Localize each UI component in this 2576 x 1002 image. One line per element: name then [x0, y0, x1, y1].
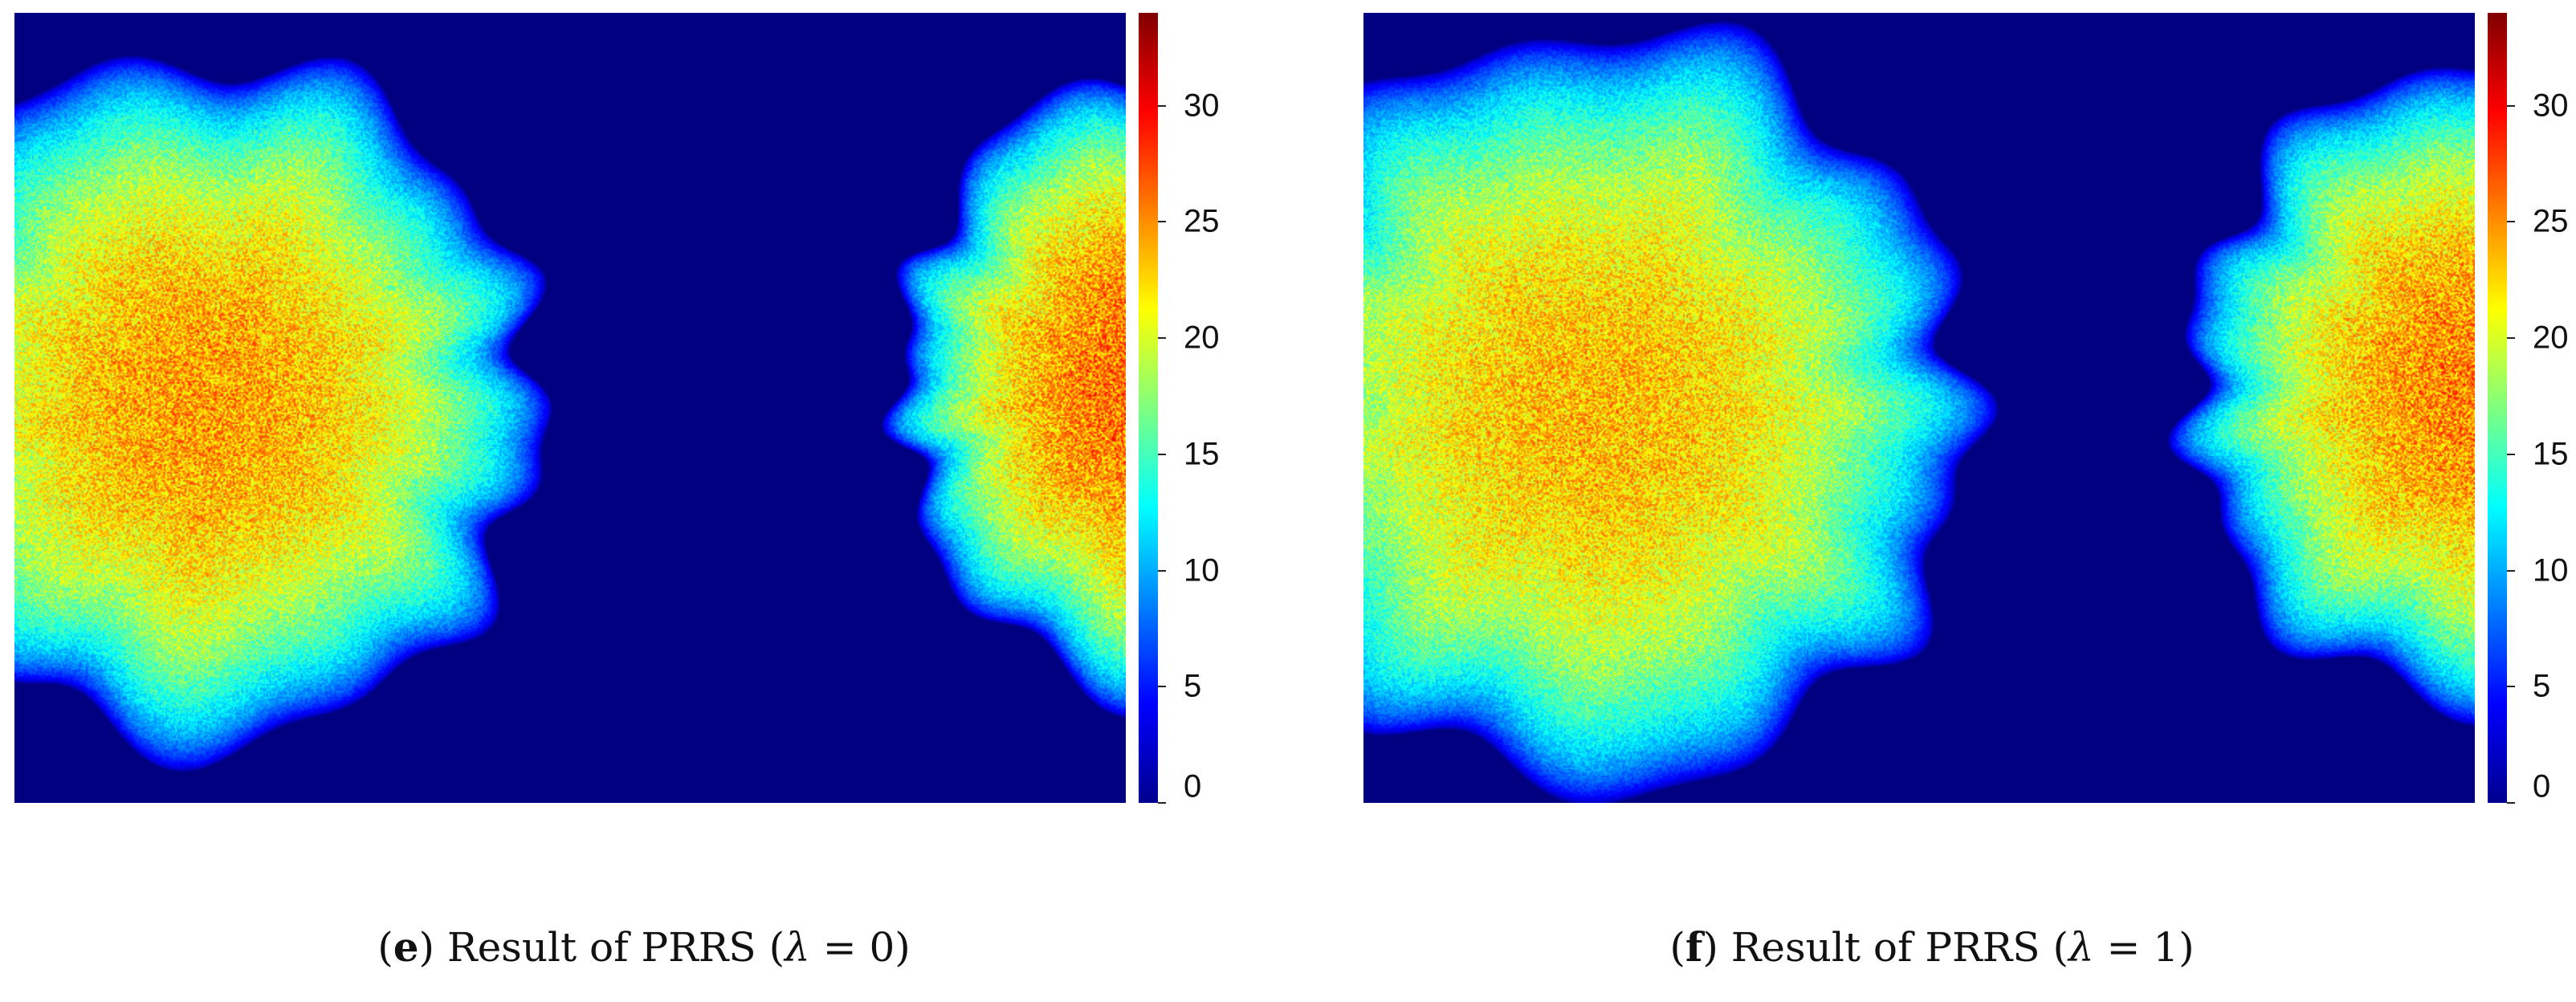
colorbar-tick-label: 15 [2533, 436, 2569, 472]
colorbar-tick [2507, 569, 2515, 572]
colorbar-tick-label: 20 [2533, 320, 2569, 356]
heatmap-plot [1363, 13, 2475, 803]
colorbar-tick-label: 15 [1184, 436, 1220, 472]
colorbar-tick [1158, 686, 1166, 688]
colorbar [2488, 13, 2507, 803]
colorbar-tick [1158, 337, 1166, 340]
caption-symbol: λ [785, 924, 810, 971]
colorbar-tick [1158, 453, 1166, 455]
caption-suffix: = 0) [809, 924, 911, 971]
colorbar-tick [1158, 221, 1166, 223]
colorbar-tick-label: 25 [1184, 203, 1220, 239]
figure-caption: (e) Result of PRRS (λ = 0) [377, 923, 911, 971]
panel-e: 0 5 10 15 20 25 30 (e) Result of PRRS (λ = 0) [14, 13, 1246, 971]
colorbar-tick [2507, 104, 2515, 107]
colorbar-tick [1158, 104, 1166, 107]
heatmap-plot [14, 13, 1126, 803]
colorbar-tick [1158, 569, 1166, 572]
caption-letter: e [393, 923, 419, 971]
colorbar-tick [2507, 221, 2515, 223]
colorbar-tick-label: 5 [2533, 668, 2551, 704]
colorbar [1139, 13, 1158, 803]
caption-letter: f [1685, 923, 1703, 971]
heatmap-canvas [1363, 13, 2475, 803]
colorbar-tick [1158, 802, 1166, 804]
caption-suffix: = 1) [2093, 924, 2195, 971]
colorbar-tick [2507, 337, 2515, 340]
colorbar-axis: 0 5 10 15 20 25 30 [1158, 13, 1246, 804]
heatmap-canvas [14, 13, 1126, 803]
colorbar-tick-label: 5 [1184, 668, 1202, 704]
colorbar-tick-label: 25 [2533, 203, 2569, 239]
colorbar-tick-label: 20 [1184, 320, 1220, 356]
caption-symbol: λ [2068, 924, 2094, 971]
caption-prefix: Result of PRRS ( [446, 924, 785, 971]
caption-prefix: Result of PRRS ( [1730, 924, 2069, 971]
colorbar-tick-label: 10 [1184, 552, 1220, 589]
panel-f: 0 5 10 15 20 25 30 (f) Result of PRRS (λ = 1) [1288, 0, 2576, 1002]
colorbar-tick-label: 30 [2533, 88, 2569, 124]
colorbar-tick [2507, 453, 2515, 455]
colorbar-tick-label: 30 [1184, 88, 1220, 124]
colorbar-axis: 0 5 10 15 20 25 30 [2507, 13, 2576, 804]
colorbar-tick [2507, 686, 2515, 688]
colorbar-tick-label: 0 [1184, 768, 1202, 804]
figure-caption: (f) Result of PRRS (λ = 1) [1669, 923, 2195, 971]
colorbar-tick [2507, 802, 2515, 804]
colorbar-tick-label: 10 [2533, 552, 2569, 589]
colorbar-tick-label: 0 [2533, 768, 2551, 804]
